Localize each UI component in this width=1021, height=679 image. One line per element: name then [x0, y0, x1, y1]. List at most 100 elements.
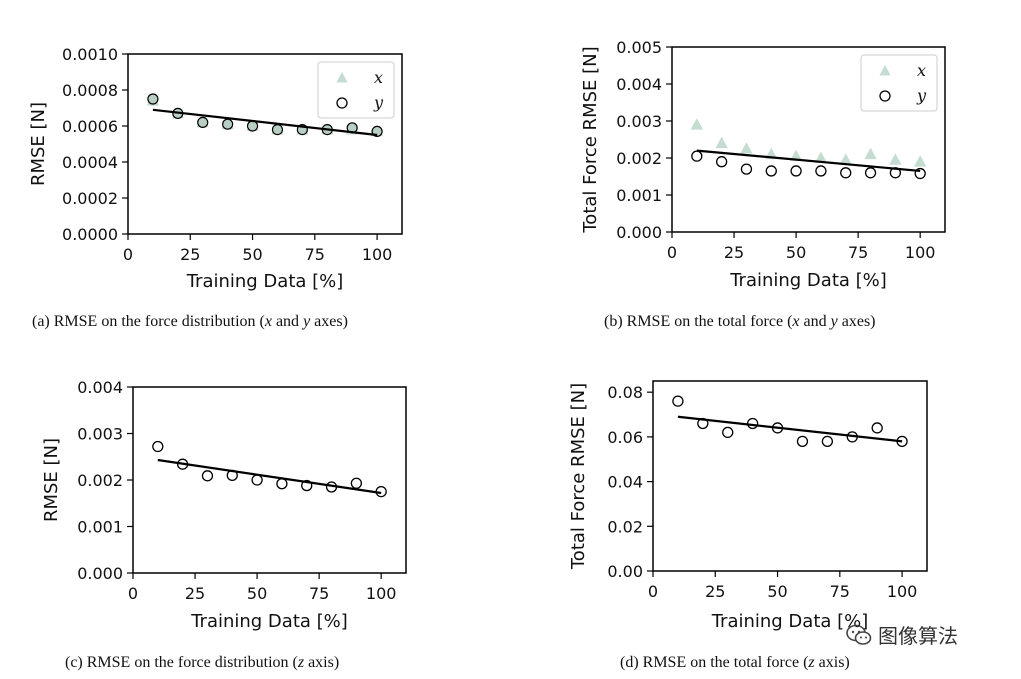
chart-d-point-z	[796, 435, 809, 448]
chart-b-ylabel: Total Force RMSE [N]	[580, 46, 601, 233]
chart-c-ytick-label: 0.002	[77, 471, 123, 490]
chart-a-legend-marker-x	[336, 72, 348, 83]
chart-b-point-x	[839, 153, 852, 165]
watermark: 图像算法	[846, 620, 958, 649]
chart-b-point-x	[789, 149, 803, 162]
chart-c-point-z	[301, 479, 313, 492]
chart-d-xtick-label: 0	[648, 582, 658, 601]
caption-a-mid: and	[271, 313, 304, 330]
chart-b-point-y	[840, 167, 852, 179]
chart-b-point-y	[691, 150, 703, 162]
chart-c-frame	[132, 386, 407, 574]
chart-a-legend-label-x: x	[374, 68, 383, 87]
chart-c-xtick-label: 25	[185, 584, 205, 603]
chart-b-point-x	[889, 153, 902, 165]
chart-a-point-y	[147, 93, 159, 105]
watermark-text: 图像算法	[878, 624, 958, 648]
chart-c-point-z	[276, 478, 288, 490]
chart-b-point-x	[814, 151, 828, 163]
chart-a-ytick-label: 0.0006	[62, 117, 118, 136]
chart-d-ytick-label: 0.00	[607, 562, 643, 581]
chart-a-ytick-label: 0.0010	[62, 45, 118, 64]
chart-b-legend: xy	[860, 54, 938, 112]
chart-c-xtick-label: 0	[128, 584, 138, 603]
chart-d-ytick-label: 0.04	[607, 473, 643, 492]
chart-b-ytick-label: 0.002	[616, 149, 662, 168]
chart-a-xtick-label: 75	[305, 245, 325, 264]
chart-d-xtick-label: 50	[767, 582, 787, 601]
chart-c-fit-line	[157, 458, 382, 495]
caption-c-var1: z	[297, 654, 305, 671]
caption-a: (a) RMSE on the force distribution (x an…	[32, 313, 348, 331]
chart-a: 0 25 50 75 100 0.0000 0.0002 0.0004 0.0006 0.0008…	[28, 45, 403, 292]
caption-a-prefix: (a) RMSE on the force distribution (	[32, 313, 265, 330]
chart-b-point-x	[864, 147, 877, 160]
chart-a-point-y	[271, 124, 284, 136]
chart-b-point-y	[715, 156, 728, 168]
chart-d-frame	[652, 380, 928, 572]
chart-b-point-y	[815, 165, 827, 177]
chart-d-point-z	[821, 435, 834, 448]
chart-d-fit-line	[677, 415, 903, 443]
chart-c-point-z	[201, 470, 214, 482]
chart-a-legend-marker-y	[336, 97, 348, 109]
chart-b-ytick-label: 0.003	[616, 112, 662, 131]
chart-b-point-y	[765, 165, 777, 177]
caption-a-var2: y	[303, 313, 311, 330]
chart-d-ytick-label: 0.08	[607, 383, 643, 402]
chart-b-xtick-label: 50	[786, 243, 806, 262]
chart-d-xtick-label: 75	[830, 582, 850, 601]
chart-c-xtick-label: 50	[247, 584, 267, 603]
chart-d: 0 25 50 75 100 0.00 0.02 0.04 0.06 0.08 Training D…	[568, 380, 928, 632]
chart-b-point-y	[914, 167, 926, 180]
chart-b-point-x	[740, 142, 753, 154]
chart-b-xtick-label: 25	[724, 243, 744, 262]
chart-a-ytick-label: 0.0004	[62, 153, 118, 172]
chart-c-ytick-label: 0.003	[77, 425, 123, 444]
chart-b-legend-marker-x	[879, 65, 891, 76]
caption-b-var2: y	[830, 313, 838, 330]
caption-a-var1: x	[264, 313, 272, 330]
chart-b-legend-label-y: y	[916, 86, 927, 105]
chart-a-point-y	[197, 116, 209, 129]
chart-b-fit-line	[696, 149, 921, 173]
chart-b: 0 25 50 75 100 0.000 0.001 0.002 0.003 0.004 0.005…	[580, 38, 946, 291]
chart-b-xtick-label: 75	[848, 243, 868, 262]
chart-b-ytick-label: 0.000	[616, 223, 662, 242]
chart-c-xtick-label: 100	[366, 584, 397, 603]
caption-c-prefix: (c) RMSE on the force distribution (	[65, 654, 298, 671]
chart-a-fit-line	[152, 108, 378, 137]
chart-a-ytick-label: 0.0002	[62, 189, 118, 208]
chart-b-legend-label-x: x	[917, 61, 926, 80]
chart-c-ylabel: RMSE [N]	[41, 438, 62, 522]
chart-a-xlabel: Training Data [%]	[186, 271, 344, 292]
caption-b-prefix: (b) RMSE on the total force (	[604, 313, 793, 330]
chart-a-frame	[127, 53, 403, 235]
chart-a-ytick-label: 0.0008	[62, 81, 118, 100]
chart-b-xlabel: Training Data [%]	[729, 270, 887, 291]
caption-b-suffix: axes)	[837, 313, 876, 330]
chart-b-point-y	[864, 167, 877, 179]
chart-d-point-z	[871, 422, 883, 434]
chart-a-ytick-label: 0.0000	[62, 225, 118, 244]
chart-b-point-y	[790, 165, 802, 177]
chart-d-point-z	[722, 426, 734, 439]
chart-c-point-z	[251, 474, 263, 486]
caption-b-mid: and	[799, 313, 831, 330]
chart-d-ylabel: Total Force RMSE [N]	[568, 383, 589, 570]
chart-c-xlabel: Training Data [%]	[190, 611, 348, 632]
chart-d-xtick-label: 25	[705, 582, 725, 601]
chart-c: 0 25 50 75 100 0.000 0.001 0.002 0.003 0.004 Train…	[41, 378, 407, 632]
chart-c-point-z	[350, 477, 363, 489]
chart-a-legend-label-y: y	[373, 93, 384, 112]
caption-b: (b) RMSE on the total force (x and y axe…	[604, 313, 876, 331]
chart-d-ytick-label: 0.06	[607, 428, 643, 447]
caption-b-var1: x	[792, 313, 800, 330]
chart-d-ytick-label: 0.02	[607, 517, 643, 536]
chart-c-xtick-label: 75	[309, 584, 329, 603]
chart-a-xtick-label: 50	[242, 245, 262, 264]
chart-d-point-z	[672, 395, 684, 407]
chart-d-xlabel: Training Data [%]	[711, 611, 869, 632]
chart-b-point-x	[715, 136, 728, 149]
